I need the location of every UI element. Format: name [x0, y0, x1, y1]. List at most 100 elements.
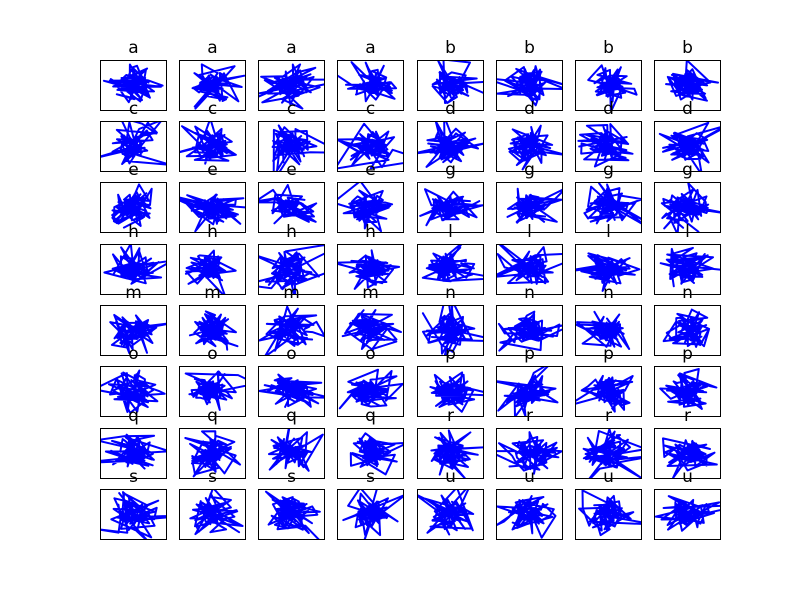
- series-line: [259, 373, 324, 408]
- series-line: [184, 249, 237, 294]
- series-line: [665, 61, 719, 102]
- subplot: [258, 60, 325, 111]
- series-line: [506, 187, 562, 224]
- series-line: [180, 122, 237, 165]
- subplot-title: a: [365, 38, 375, 58]
- subplot: [417, 121, 484, 172]
- series-line: [102, 63, 164, 104]
- series-line: [578, 490, 641, 537]
- series-line: [101, 491, 166, 539]
- subplot-title: l: [685, 222, 690, 242]
- subplot-title: b: [445, 38, 456, 58]
- subplot-title: u: [445, 467, 456, 487]
- subplot-title: b: [682, 38, 693, 58]
- subplot-title: r: [447, 406, 454, 426]
- subplot: [100, 182, 167, 233]
- series-line: [421, 245, 483, 283]
- subplot: [496, 305, 563, 356]
- series-line: [191, 63, 245, 110]
- series-line: [103, 245, 166, 285]
- subplot: [179, 121, 246, 172]
- series-line: [271, 124, 324, 171]
- subplot: [337, 489, 404, 540]
- subplot-title: n: [682, 283, 693, 303]
- subplot: [258, 244, 325, 295]
- subplot: [575, 182, 642, 233]
- subplot-title: n: [445, 283, 456, 303]
- subplot-title: u: [682, 467, 693, 487]
- series-line: [662, 437, 718, 478]
- subplot: [337, 305, 404, 356]
- series-line: [497, 245, 562, 285]
- subplot: [337, 60, 404, 111]
- subplot-title: s: [366, 467, 375, 487]
- series-line: [338, 368, 403, 410]
- subplot: [258, 305, 325, 356]
- series-line: [338, 183, 394, 232]
- series-line: [418, 490, 475, 536]
- series-line: [259, 63, 324, 110]
- subplot: [496, 428, 563, 479]
- subplot: [654, 182, 721, 233]
- subplot: [417, 305, 484, 356]
- series-line: [111, 183, 153, 229]
- series-line: [659, 246, 720, 288]
- series-line: [497, 367, 559, 416]
- subplot-title: g: [524, 160, 535, 180]
- subplot: [654, 366, 721, 417]
- subplot-title: o: [365, 344, 375, 364]
- subplot-title: s: [208, 467, 217, 487]
- subplot-title: g: [445, 160, 456, 180]
- series-line: [338, 249, 401, 290]
- subplot: [575, 121, 642, 172]
- subplot-title: m: [204, 283, 221, 303]
- subplot: [417, 428, 484, 479]
- series-line: [497, 495, 557, 539]
- subplot: [575, 244, 642, 295]
- series-line: [660, 183, 720, 232]
- subplot-title: o: [286, 344, 296, 364]
- subplot-title: e: [128, 160, 138, 180]
- subplot: [417, 244, 484, 295]
- subplot: [100, 60, 167, 111]
- subplot-title: u: [603, 467, 614, 487]
- subplot-title: a: [286, 38, 296, 58]
- subplot-title: r: [605, 406, 612, 426]
- series-line: [583, 183, 641, 225]
- series-line: [259, 184, 318, 225]
- subplot-title: h: [207, 222, 218, 242]
- subplot: [179, 366, 246, 417]
- subplot: [417, 60, 484, 111]
- subplot-title: a: [207, 38, 217, 58]
- subplot: [179, 60, 246, 111]
- subplot-title: c: [129, 99, 138, 119]
- subplot: [258, 121, 325, 172]
- series-line: [587, 64, 638, 110]
- subplot: [496, 60, 563, 111]
- subplot-title: p: [682, 344, 693, 364]
- subplot: [575, 489, 642, 540]
- subplot-title: p: [445, 344, 456, 364]
- series-line: [189, 490, 244, 536]
- subplot: [575, 428, 642, 479]
- subplot-title: p: [524, 344, 535, 364]
- subplot-title: q: [128, 406, 139, 426]
- subplot-title: h: [286, 222, 297, 242]
- subplot: [100, 121, 167, 172]
- subplot: [417, 489, 484, 540]
- subplot-title: a: [128, 38, 138, 58]
- subplot-title: b: [524, 38, 535, 58]
- series-line: [101, 369, 166, 414]
- subplot: [496, 182, 563, 233]
- series-line: [101, 122, 166, 166]
- subplot: [496, 366, 563, 417]
- subplot-title: r: [684, 406, 691, 426]
- series-line: [184, 370, 245, 411]
- subplot: [496, 244, 563, 295]
- series-line: [497, 431, 562, 475]
- subplot: [100, 305, 167, 356]
- subplot-title: b: [603, 38, 614, 58]
- series-line: [338, 122, 403, 170]
- series-line: [497, 310, 562, 352]
